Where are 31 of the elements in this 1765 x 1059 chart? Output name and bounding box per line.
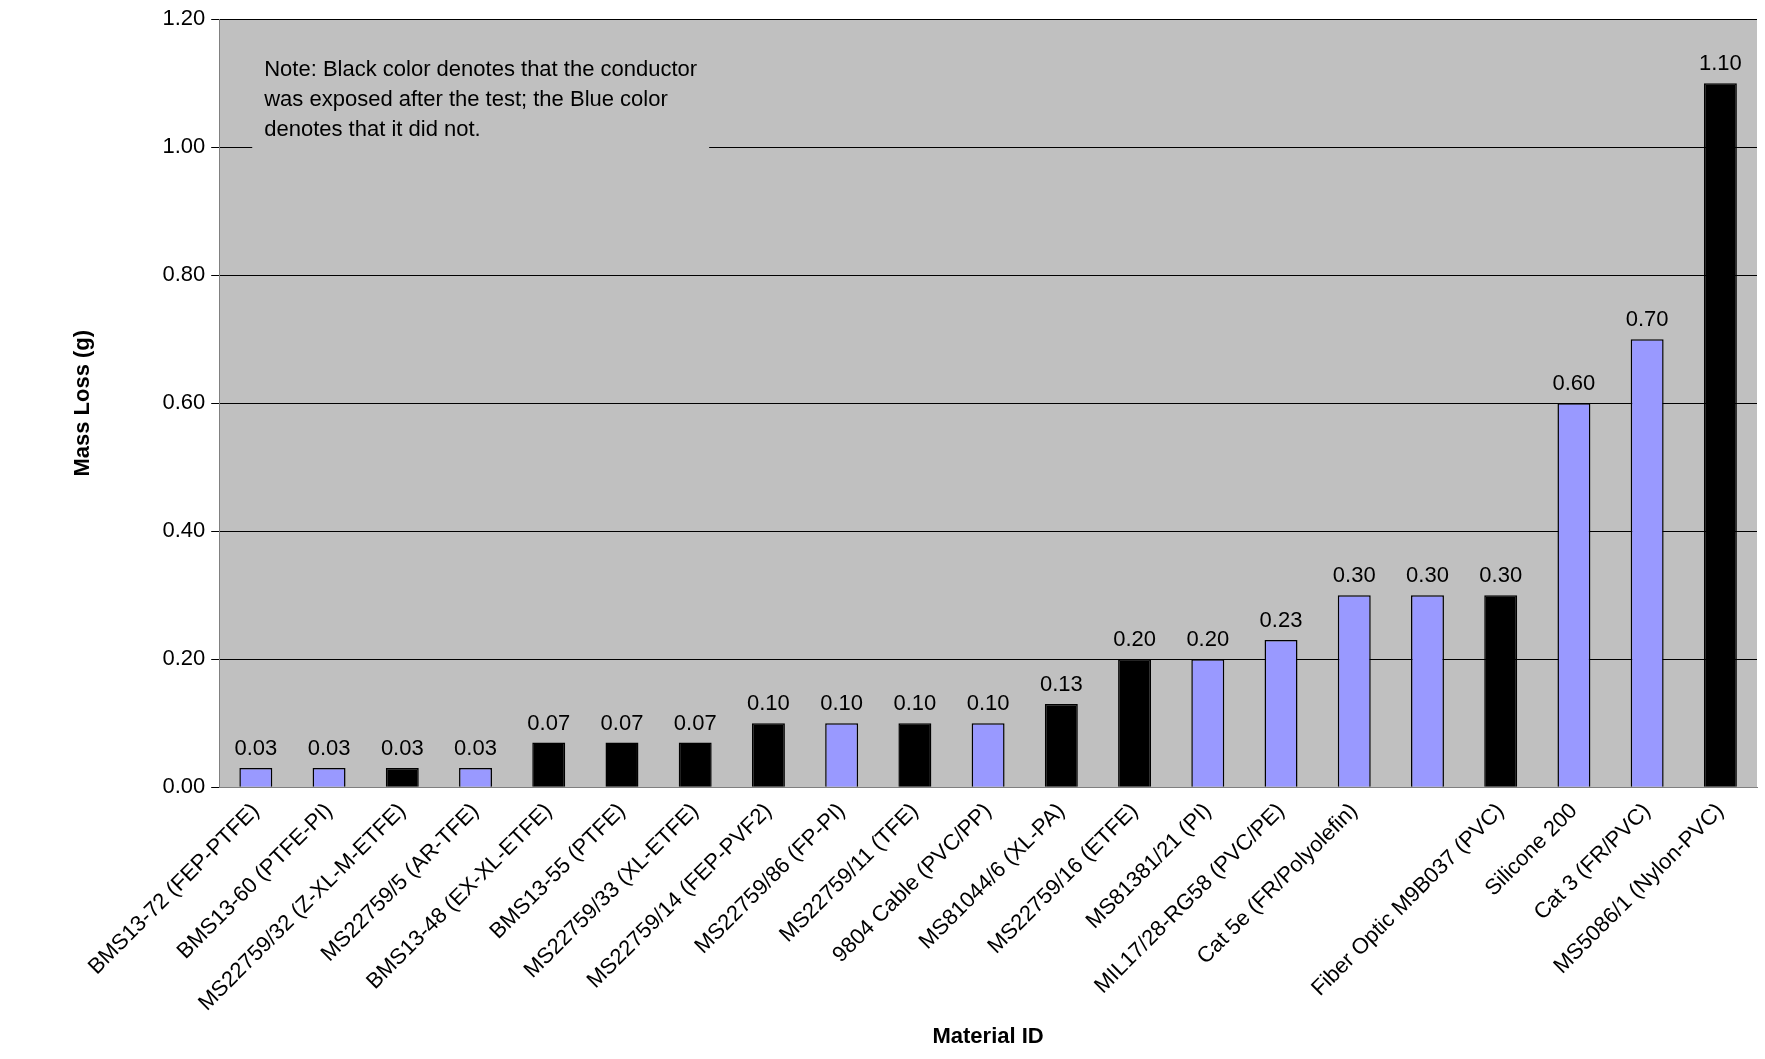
data-label: 0.30 <box>1479 562 1523 588</box>
data-label: 1.10 <box>1698 50 1742 76</box>
y-tick-label: 0.80 <box>162 261 206 287</box>
data-label: 0.03 <box>234 735 278 761</box>
y-tick-label: 1.20 <box>162 5 206 31</box>
y-axis-title: Mass Loss (g) <box>69 329 95 477</box>
data-label: 0.10 <box>966 690 1010 716</box>
y-tick-label: 0.40 <box>162 517 206 543</box>
annotation: Note: Black color denotes that the conductor was exposed after the test; the Blue color denotes that it did not. <box>263 56 698 142</box>
y-tick-label: 0.60 <box>162 389 206 415</box>
data-label: 0.20 <box>1113 626 1156 652</box>
data-label: 0.07 <box>600 709 644 735</box>
data-label: 0.13 <box>1039 671 1083 697</box>
data-label: 0.23 <box>1259 607 1303 633</box>
y-tick-label: 0.20 <box>162 645 206 671</box>
data-label: 0.10 <box>893 690 937 716</box>
data-label: 0.30 <box>1406 562 1449 588</box>
data-label: 0.03 <box>454 735 497 761</box>
data-label: 0.03 <box>380 735 424 761</box>
data-label: 0.10 <box>820 690 864 716</box>
data-label: 0.70 <box>1625 306 1669 332</box>
data-label: 0.10 <box>747 690 790 716</box>
data-label: 0.60 <box>1552 370 1596 396</box>
data-label: 0.07 <box>673 709 717 735</box>
x-axis-title: Material ID <box>932 1022 1044 1048</box>
data-label: 0.30 <box>1332 562 1376 588</box>
data-label: 0.20 <box>1186 626 1230 652</box>
y-tick-label: 1.00 <box>162 133 206 159</box>
y-tick-label: 0.00 <box>162 773 206 799</box>
data-label: 0.07 <box>527 709 571 735</box>
data-label: 0.03 <box>307 735 351 761</box>
